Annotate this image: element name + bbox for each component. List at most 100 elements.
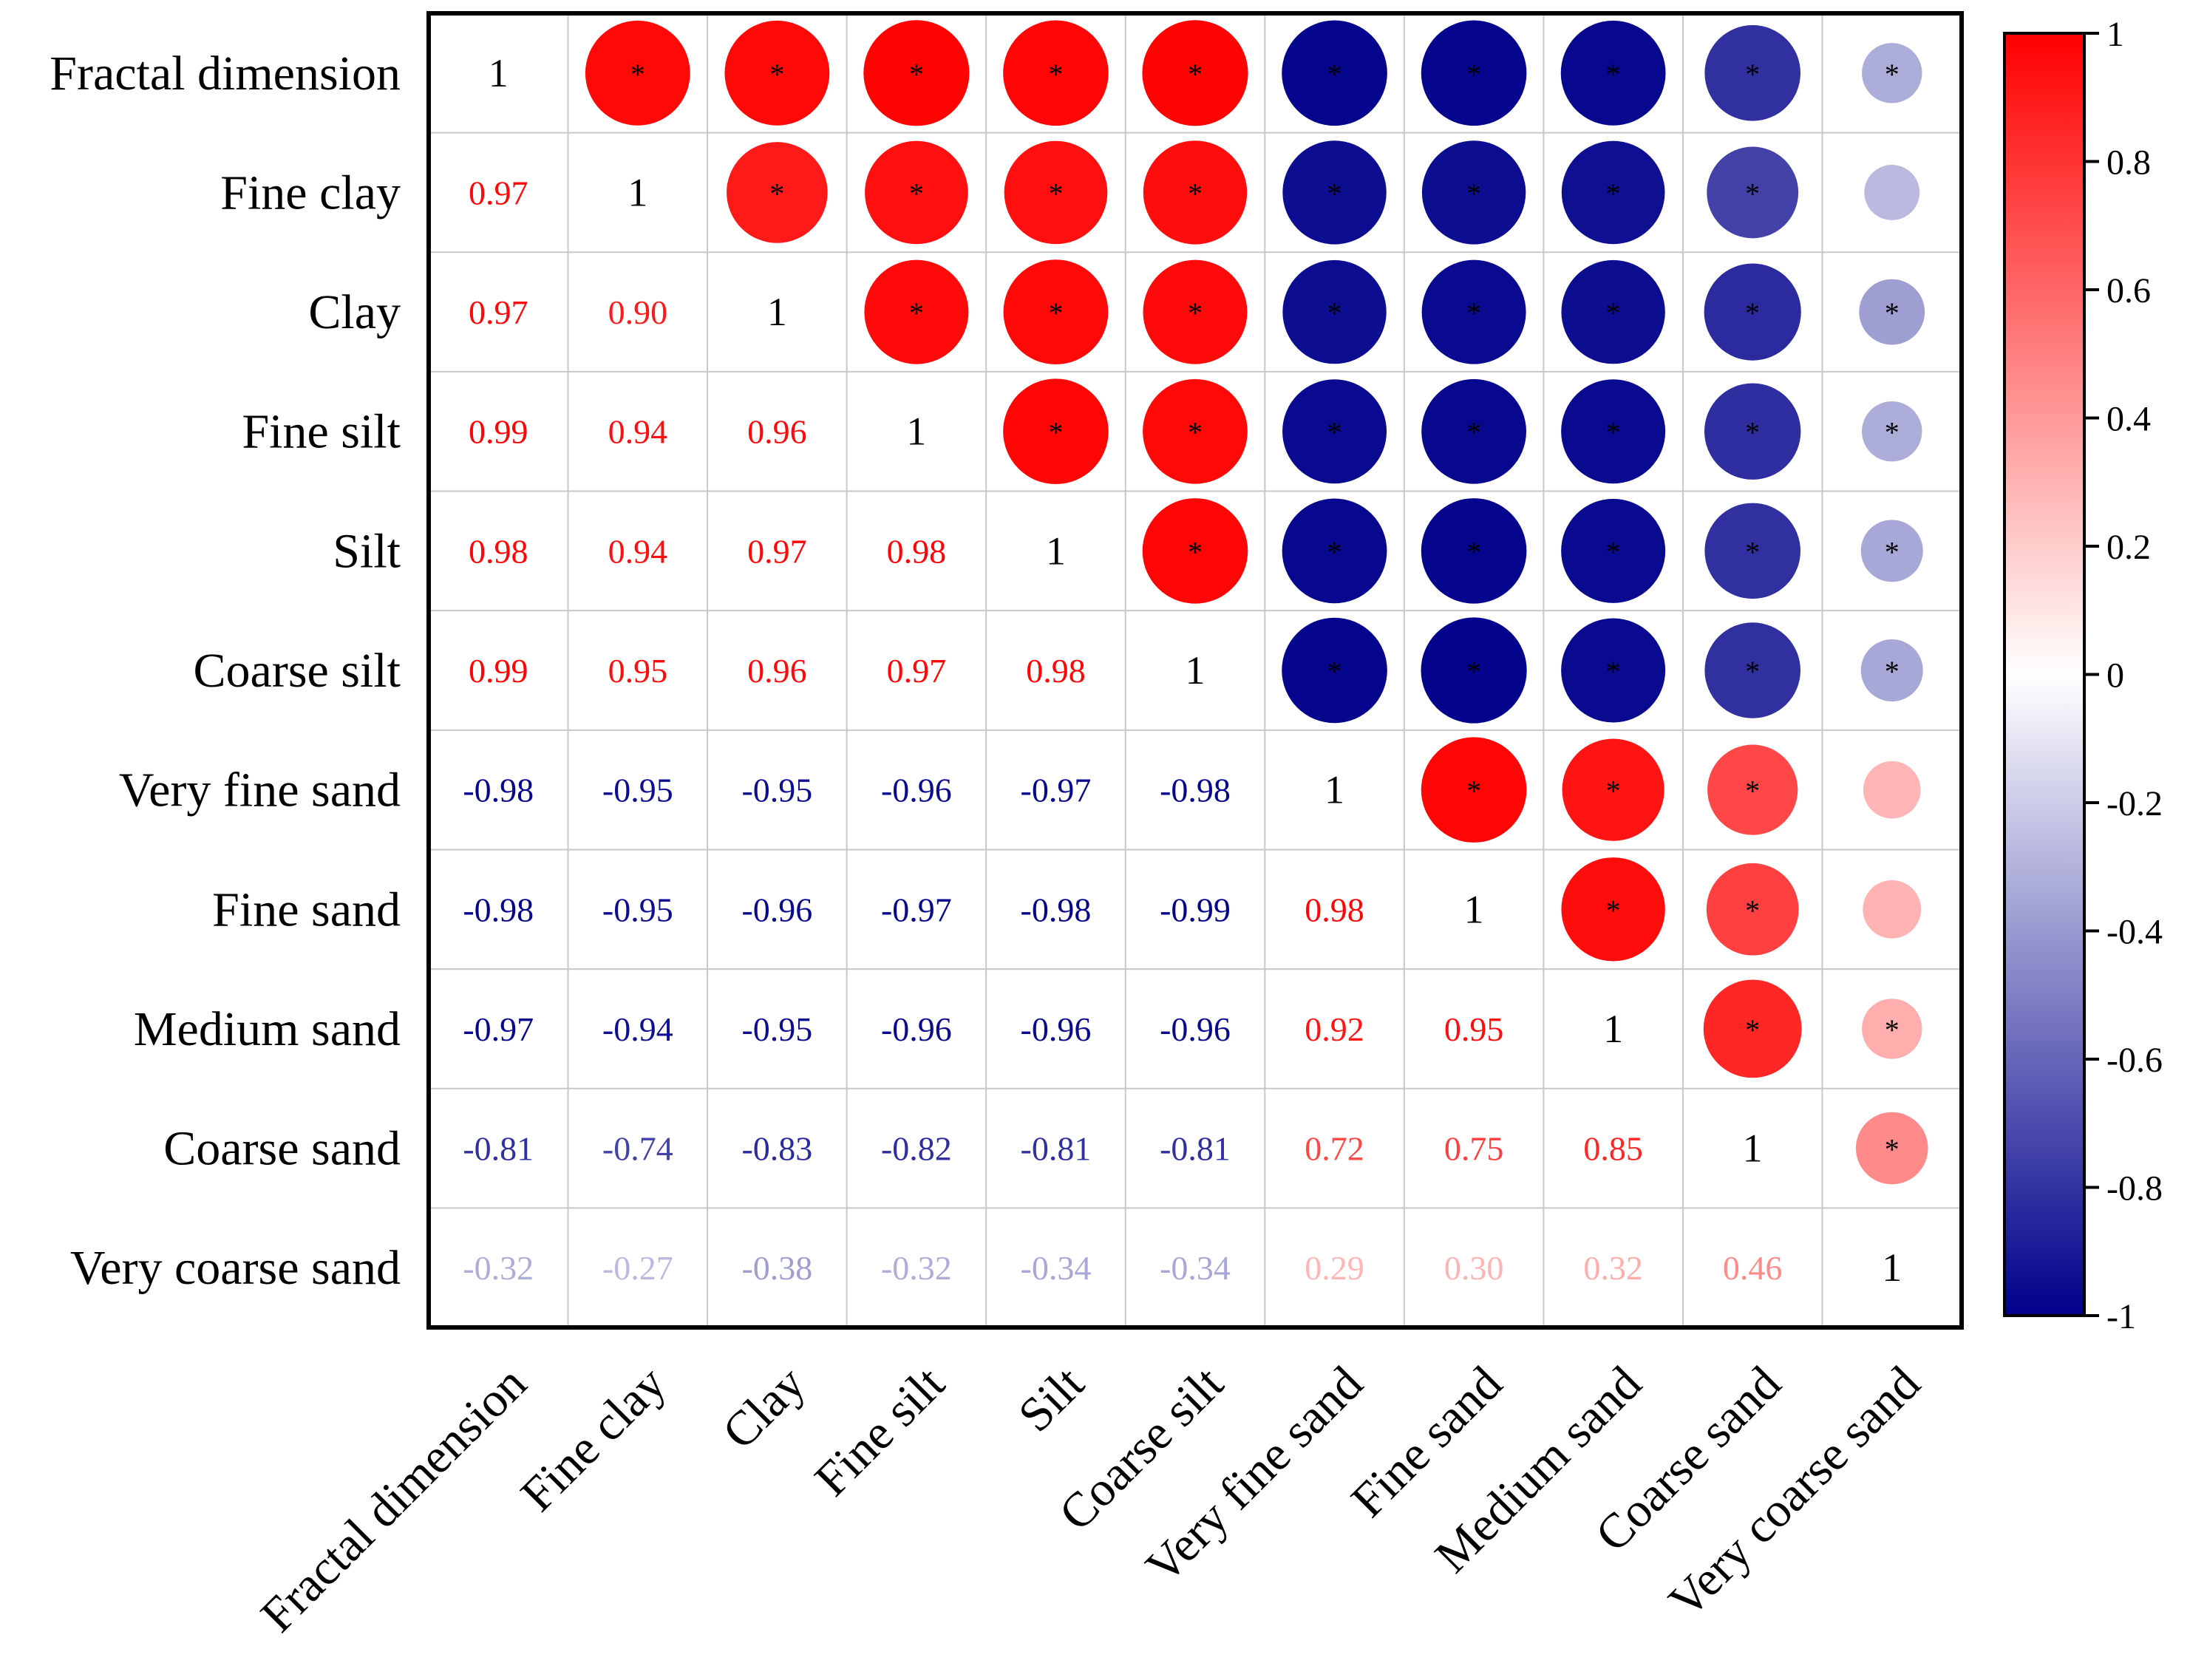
correlation-value-label: -0.95: [602, 891, 673, 928]
colorbar-gradient: [2003, 32, 2086, 1317]
diagonal-label: 1: [767, 290, 787, 334]
y-axis-label: Fractal dimension: [50, 47, 401, 101]
correlation-circle: [1143, 378, 1248, 484]
correlation-circle: [1003, 378, 1109, 485]
correlation-value-label: 0.90: [608, 293, 668, 331]
significance-marker: *: [1606, 416, 1621, 449]
significance-marker: *: [909, 58, 924, 91]
significance-marker: *: [1745, 177, 1760, 210]
correlation-circle: [1707, 146, 1799, 239]
diagonal-label: 1: [1186, 648, 1205, 693]
correlation-circle: [1282, 20, 1387, 126]
significance-marker: *: [1745, 894, 1760, 927]
correlation-circle: [1561, 259, 1665, 364]
colorbar-tick-label: -0.8: [2106, 1169, 2163, 1208]
colorbar-tick-label: 0.2: [2106, 528, 2151, 567]
correlation-circle: [1704, 383, 1801, 480]
significance-marker: *: [1885, 58, 1900, 91]
correlation-value-label: -0.97: [1021, 772, 1092, 809]
correlation-circle: [1561, 379, 1666, 484]
colorbar-tick-label: 1: [2106, 15, 2124, 54]
x-axis-label: Fine silt: [805, 1356, 955, 1506]
y-axis-label: Medium sand: [134, 1002, 401, 1056]
correlation-circle: [727, 142, 828, 243]
significance-marker: *: [1327, 58, 1342, 91]
y-axis-label: Coarse silt: [194, 644, 401, 698]
correlation-value-label: 0.72: [1305, 1130, 1364, 1168]
significance-marker: *: [769, 177, 784, 210]
significance-marker: *: [1606, 894, 1621, 927]
x-axis-label: Clay: [713, 1356, 816, 1460]
y-axis-labels: Fractal dimension Fine clay Clay Fine silt S…: [50, 47, 401, 1295]
correlation-circle: [1561, 140, 1665, 245]
x-axis-label: Fractal dimension: [251, 1356, 537, 1642]
significance-marker: *: [1466, 775, 1481, 808]
correlation-circle: [1282, 259, 1387, 364]
correlation-circle: [1421, 737, 1527, 843]
significance-marker: *: [1327, 296, 1342, 330]
significance-marker: *: [1466, 296, 1481, 330]
correlation-value-label: 0.94: [608, 532, 668, 570]
correlation-value-label: -0.96: [741, 891, 812, 928]
correlation-circle: [1143, 140, 1248, 245]
significance-marker: *: [1606, 775, 1621, 808]
significance-marker: *: [1885, 535, 1900, 568]
significance-marker: *: [1606, 177, 1621, 210]
correlation-circle: [585, 20, 690, 126]
correlation-value-label: -0.97: [463, 1010, 534, 1048]
correlation-value-label: 0.98: [887, 532, 947, 570]
significance-marker: *: [1885, 416, 1900, 449]
significance-marker: *: [1745, 535, 1760, 568]
correlation-circle: [1704, 25, 1800, 121]
correlation-value-label: -0.34: [1160, 1249, 1231, 1287]
correlation-circle: [1421, 20, 1527, 126]
y-axis-label: Coarse sand: [163, 1122, 401, 1176]
correlation-circle: [1706, 863, 1799, 956]
correlation-value-label: 0.96: [747, 413, 807, 451]
correlation-circle: [1143, 259, 1248, 364]
diagonal-label: 1: [1464, 887, 1484, 931]
significance-marker: *: [1048, 177, 1063, 210]
correlation-value-label: -0.98: [463, 772, 534, 809]
significance-marker: *: [1466, 177, 1481, 210]
significance-marker: *: [1048, 58, 1063, 91]
correlation-circle: [1282, 498, 1387, 604]
correlation-circle: [1863, 761, 1921, 819]
significance-marker: *: [1885, 296, 1900, 330]
matrix-cells: 1 * * * * * * * * * * 0.97 1 * * * * * * * * 0.97 0.90 1 * * * * * * *…: [463, 20, 1928, 1290]
colorbar-tick-label: 0.8: [2106, 143, 2151, 183]
x-axis-label: Silt: [1008, 1356, 1094, 1442]
significance-marker: *: [1048, 296, 1063, 330]
correlation-circle: [1421, 140, 1526, 245]
correlation-value-label: -0.95: [741, 1010, 812, 1048]
significance-marker: *: [1188, 58, 1203, 91]
significance-marker: *: [1466, 655, 1481, 688]
significance-marker: *: [1327, 177, 1342, 210]
significance-marker: *: [1606, 296, 1621, 330]
correlation-value-label: -0.27: [602, 1249, 673, 1287]
correlation-value-label: 0.85: [1583, 1130, 1643, 1168]
correlation-circle: [1864, 165, 1920, 220]
significance-marker: *: [1188, 416, 1203, 449]
significance-marker: *: [1885, 655, 1900, 688]
significance-marker: *: [1466, 416, 1481, 449]
correlation-circle: [1560, 20, 1666, 126]
correlation-circle: [1703, 979, 1802, 1078]
correlation-value-label: 0.99: [469, 413, 528, 451]
correlation-value-label: -0.94: [602, 1010, 673, 1048]
x-axis-label: Fine clay: [511, 1356, 676, 1522]
correlation-value-label: -0.81: [1021, 1130, 1092, 1168]
correlation-circle: [1004, 140, 1108, 245]
correlation-circle: [1860, 520, 1923, 582]
y-axis-label: Clay: [308, 285, 401, 339]
correlation-circle: [1862, 999, 1922, 1059]
significance-marker: *: [1885, 1013, 1900, 1047]
correlation-value-label: 0.96: [747, 652, 807, 690]
significance-marker: *: [1885, 1133, 1900, 1166]
correlation-circle: [1855, 1112, 1928, 1185]
diagonal-label: 1: [1882, 1245, 1902, 1290]
correlation-circle: [1282, 379, 1387, 484]
correlation-value-label: -0.81: [463, 1130, 534, 1168]
correlation-value-label: 0.32: [1583, 1249, 1643, 1287]
